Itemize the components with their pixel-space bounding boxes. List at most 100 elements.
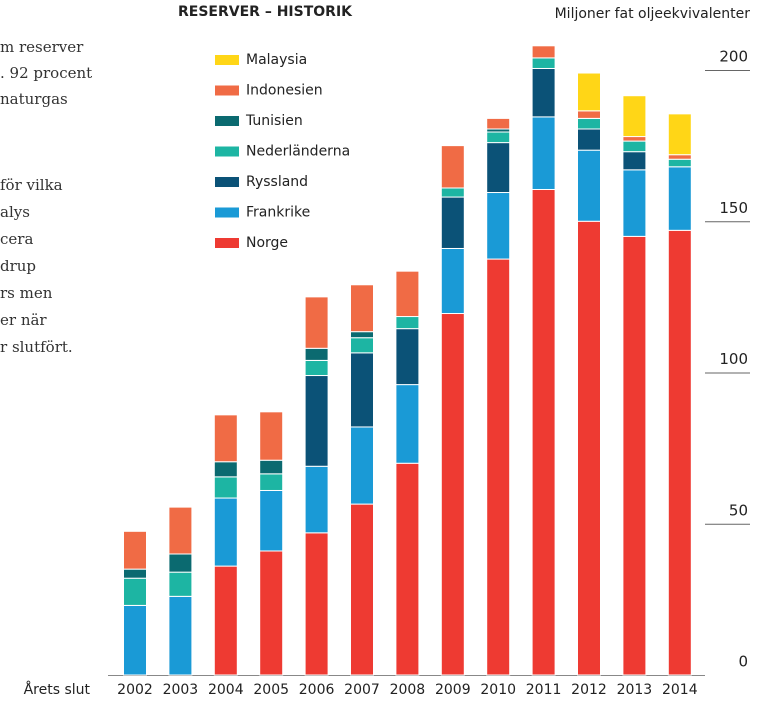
bar-segment <box>577 128 601 151</box>
bar-segment <box>123 568 147 579</box>
bar-segment <box>440 247 465 315</box>
y-tick-label: 100 <box>719 350 748 368</box>
bar-segment <box>168 506 193 555</box>
bar-segment <box>667 229 692 676</box>
bar-segment <box>350 284 374 333</box>
bar-segment <box>395 384 420 464</box>
legend-swatch <box>215 207 239 218</box>
x-tick-label: 2012 <box>571 682 607 698</box>
bar-segment <box>304 347 329 361</box>
bar-segment <box>486 258 511 676</box>
bar-segment <box>304 465 329 534</box>
side-text: cera <box>0 230 33 248</box>
bar-segment <box>531 45 556 59</box>
bar-segment <box>486 192 511 260</box>
x-tick-label: 2005 <box>253 682 289 698</box>
bar-segment <box>486 117 511 130</box>
y-tick-label: 0 <box>738 653 748 671</box>
y-axis-label: Miljoner fat oljeekvivalenter <box>555 6 751 22</box>
x-tick-label: 2013 <box>617 682 653 698</box>
bar-segment <box>577 117 601 130</box>
legend-swatch <box>215 177 239 187</box>
bar-segment <box>123 577 147 606</box>
bar-segment <box>304 532 329 676</box>
legend-swatch <box>215 85 239 96</box>
y-tick-label: 150 <box>719 199 748 217</box>
chart-title: RESERVER – HISTORIK <box>178 4 353 20</box>
bar-segment <box>304 375 329 467</box>
bar-segment <box>622 235 647 676</box>
bar-segment <box>123 530 147 570</box>
bar-segment <box>486 131 511 144</box>
bar-segment <box>304 359 329 377</box>
x-tick-label: 2011 <box>526 682 562 698</box>
bar-segment <box>168 571 193 597</box>
bar-segment <box>168 595 193 676</box>
side-text: . 92 procent <box>0 64 92 82</box>
bar-segment <box>622 140 647 153</box>
bar-segment <box>213 497 238 567</box>
bar-segment <box>213 414 238 463</box>
side-text: naturgas <box>0 90 68 108</box>
side-text: m reserver <box>0 38 84 56</box>
legend-swatch <box>215 55 239 65</box>
x-tick-label: 2006 <box>299 682 335 698</box>
bar-segment <box>577 72 601 112</box>
legend-label: Frankrike <box>246 205 310 221</box>
bar-segment <box>667 158 692 168</box>
bar-segment <box>213 476 238 499</box>
x-tick-label: 2002 <box>117 682 153 698</box>
bar-segment <box>531 116 556 190</box>
bar-segment <box>213 461 238 478</box>
bar-segment <box>577 110 601 119</box>
x-tick-label: 2008 <box>390 682 426 698</box>
legend-label: Nederländerna <box>246 144 350 160</box>
bar-segment <box>440 313 465 676</box>
bar-segment <box>622 169 647 237</box>
bar-segment <box>395 328 420 386</box>
bar-segment <box>259 489 284 552</box>
bar-segment <box>259 459 284 475</box>
bar-segment <box>577 149 601 222</box>
bar-segment <box>440 196 465 249</box>
bar-segment <box>350 337 374 354</box>
bar-segment <box>395 270 420 318</box>
x-tick-label: 2010 <box>480 682 516 698</box>
side-text: r slutfört. <box>0 338 73 356</box>
bar-segment <box>168 553 193 573</box>
bar-segment <box>213 565 238 676</box>
bar-segment <box>123 604 147 676</box>
side-text: rs men <box>0 284 53 302</box>
bar-segment <box>622 95 647 138</box>
bar-segment <box>350 331 374 339</box>
x-tick-label: 2003 <box>163 682 199 698</box>
bar-segment <box>667 113 692 156</box>
legend-label: Malaysia <box>246 52 307 68</box>
bar-segment <box>259 550 284 676</box>
bar-segment <box>350 503 374 676</box>
bar-segment <box>531 188 556 676</box>
bar-segment <box>667 154 692 160</box>
x-tick-label: 2014 <box>662 682 698 698</box>
bar-segment <box>622 151 647 171</box>
bar-segment <box>531 67 556 118</box>
legend-label: Tunisien <box>245 113 303 129</box>
bar-segment <box>667 166 692 231</box>
x-tick-label: 2004 <box>208 682 244 698</box>
bar-segment <box>440 145 465 189</box>
bar-segment <box>622 136 647 142</box>
bar-segment <box>395 316 420 330</box>
x-axis-label: Årets slut <box>24 681 91 698</box>
legend-label: Norge <box>246 235 288 251</box>
bar-segment <box>350 352 374 428</box>
side-text: för vilka <box>0 176 63 194</box>
bar-segment <box>531 57 556 69</box>
side-text: er när <box>0 311 47 329</box>
x-tick-label: 2007 <box>344 682 380 698</box>
legend-swatch <box>215 116 239 126</box>
legend-label: Ryssland <box>246 174 308 190</box>
y-tick-label: 50 <box>729 501 748 519</box>
x-tick-label: 2009 <box>435 682 471 698</box>
bar-segment <box>440 187 465 198</box>
